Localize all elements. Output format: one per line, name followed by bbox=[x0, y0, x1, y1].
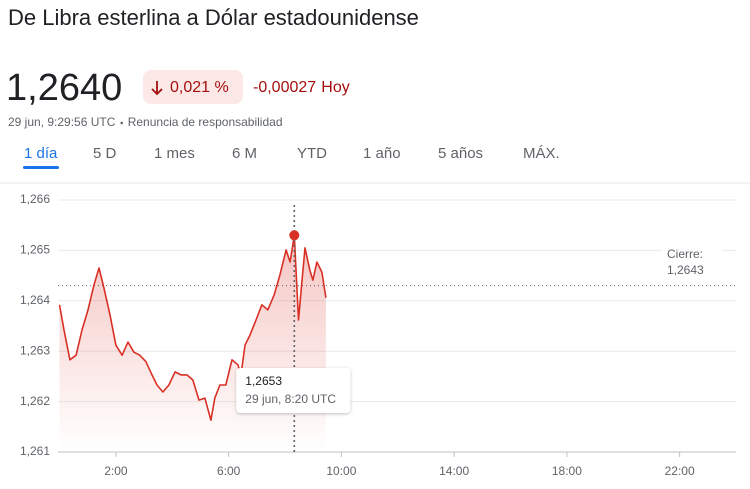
x-tick-label: 2:00 bbox=[104, 464, 128, 478]
separator-dot bbox=[120, 121, 124, 125]
x-tick-label: 22:00 bbox=[665, 464, 695, 478]
range-tabs: 1 día 5 D 1 mes 6 M YTD 1 año 5 años MÁX. bbox=[23, 145, 560, 169]
range-tab[interactable]: 6 M bbox=[232, 145, 257, 162]
y-tick-label: 1,261 bbox=[20, 444, 50, 458]
timestamp: 29 jun, 9:29:56 UTC bbox=[8, 115, 116, 129]
y-tick-label: 1,262 bbox=[20, 394, 50, 408]
tooltip-time: 29 jun, 8:20 UTC bbox=[245, 392, 336, 406]
tooltip-box bbox=[236, 368, 351, 413]
range-tab[interactable]: MÁX. bbox=[523, 145, 560, 162]
hover-point bbox=[289, 230, 300, 241]
title: De Libra esterlina a Dólar estadounidens… bbox=[8, 5, 419, 30]
down-arrow-icon bbox=[151, 81, 163, 96]
change-badge bbox=[143, 70, 243, 104]
range-tab[interactable]: 5 D bbox=[93, 145, 117, 162]
previous-close-label: Cierre: bbox=[667, 247, 703, 261]
range-tab[interactable]: 1 mes bbox=[154, 145, 195, 162]
previous-close-label-bg bbox=[662, 245, 722, 280]
x-tick-label: 18:00 bbox=[552, 464, 582, 478]
x-tick-label: 10:00 bbox=[326, 464, 356, 478]
x-tick-label: 14:00 bbox=[439, 464, 469, 478]
range-tab[interactable]: 5 años bbox=[438, 145, 483, 162]
x-tick-label: 6:00 bbox=[217, 464, 241, 478]
tooltip-value: 1,2653 bbox=[245, 374, 282, 388]
change-absolute: -0,00027 bbox=[253, 79, 316, 96]
price-line bbox=[58, 234, 327, 421]
change-percent: 0,021 % bbox=[170, 79, 229, 96]
change-period: Hoy bbox=[321, 79, 349, 96]
price: 1,2640 bbox=[6, 67, 122, 109]
y-tick-label: 1,266 bbox=[20, 192, 50, 206]
selected-tab-indicator bbox=[23, 166, 60, 169]
chart: 1,261 1,262 1,263 1,264 1,265 1,266 2:00 6:00 10… bbox=[20, 192, 736, 478]
range-tab[interactable]: 1 año bbox=[363, 145, 401, 162]
previous-close-value: 1,2643 bbox=[667, 263, 704, 277]
range-tab[interactable]: YTD bbox=[297, 145, 327, 162]
range-tab[interactable]: 1 día bbox=[24, 145, 58, 162]
y-tick-label: 1,263 bbox=[20, 343, 50, 357]
y-tick-label: 1,264 bbox=[20, 293, 50, 307]
disclaimer-link[interactable]: Renuncia de responsabilidad bbox=[128, 115, 283, 129]
y-tick-label: 1,265 bbox=[20, 243, 50, 257]
